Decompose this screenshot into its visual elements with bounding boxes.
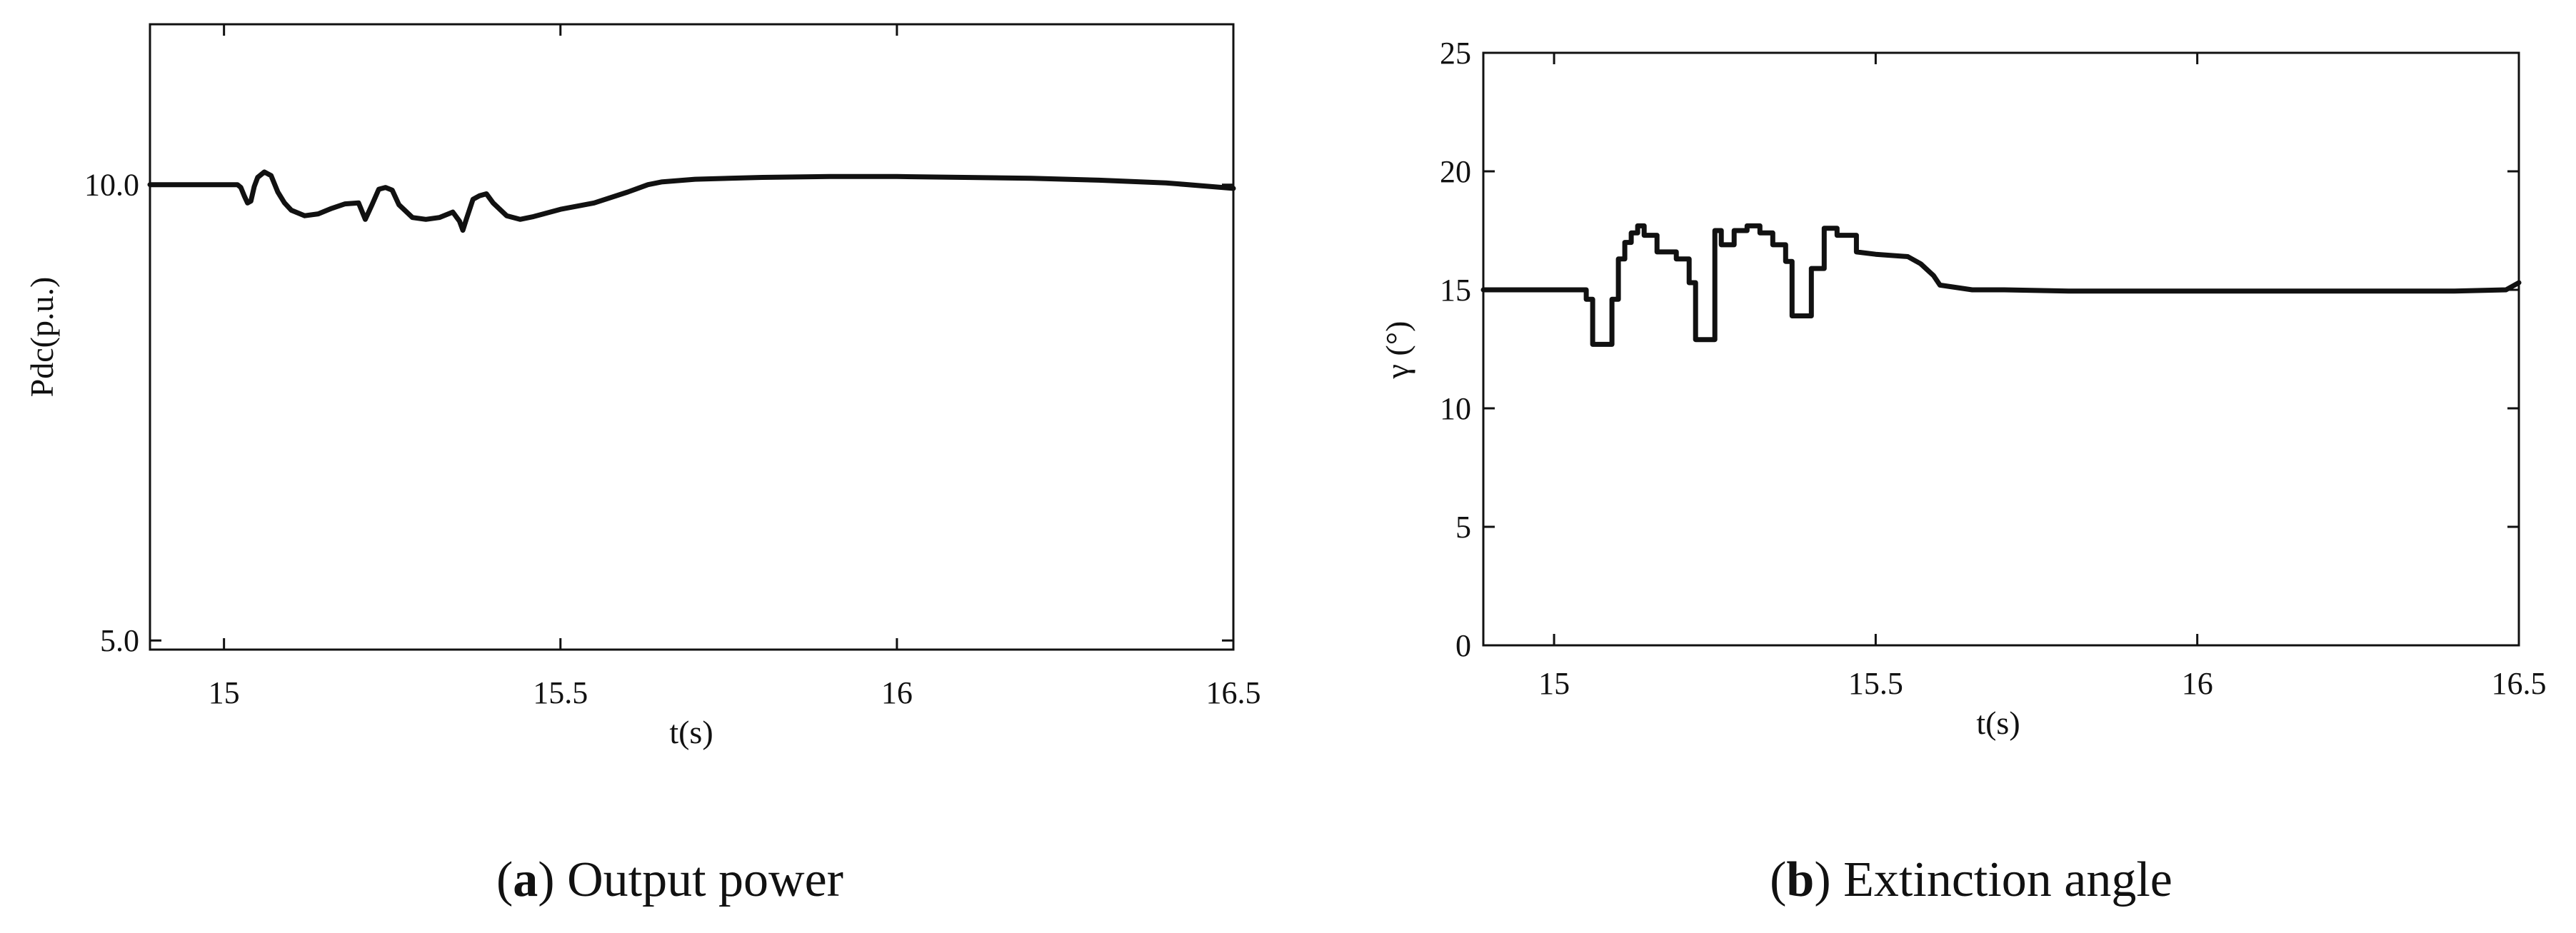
chart-b-x-ticks: 15 15.5 16 16.5 [1538, 53, 2547, 701]
chart-a-y-axis-label: Pdc(p.u.) [24, 277, 60, 398]
chart-a-y-tick-label: 5.0 [100, 623, 139, 658]
chart-b-y-tick-label: 15 [1440, 273, 1471, 308]
chart-b-y-ticks: 0 5 10 15 20 25 [1440, 36, 2519, 663]
chart-b-y-tick-label: 10 [1440, 391, 1471, 426]
chart-a-caption-letter: a [513, 852, 538, 907]
chart-a-series-line [147, 169, 1236, 233]
chart-b: 15 15.5 16 16.5 0 5 10 15 20 25 t(s) γ (°) (b) E… [1379, 36, 2547, 907]
chart-a-x-tick-label: 16 [881, 675, 913, 710]
chart-b-y-tick-label: 5 [1455, 510, 1471, 545]
chart-b-y-axis-label: γ (°) [1379, 321, 1415, 380]
chart-a: 15 15.5 16 16.5 5.0 10.0 t(s) Pdc(p.u.) (a) … [24, 23, 1261, 907]
chart-a-plot-frame [149, 23, 1235, 651]
chart-a-x-ticks: 15 15.5 16 16.5 [209, 24, 1261, 710]
chart-a-y-ticks: 5.0 10.0 [84, 168, 1233, 658]
chart-b-caption-text: Extinction angle [1843, 852, 2172, 907]
chart-a-y-tick-label: 10.0 [84, 168, 139, 203]
chart-a-caption: (a) Output power [496, 852, 843, 907]
chart-b-caption: (b) Extinction angle [1770, 852, 2172, 907]
chart-b-series-line [1480, 223, 2522, 347]
chart-b-x-tick-label: 15 [1538, 666, 1570, 701]
chart-b-plot-frame [1482, 51, 2520, 647]
chart-b-x-axis-label: t(s) [1976, 705, 2020, 741]
chart-b-x-tick-label: 15.5 [1848, 666, 1903, 701]
chart-a-x-axis-label: t(s) [669, 714, 713, 750]
chart-a-x-tick-label: 15.5 [533, 675, 588, 710]
chart-a-caption-text: Output power [567, 852, 843, 907]
chart-b-x-tick-label: 16 [2182, 666, 2213, 701]
chart-b-y-tick-label: 0 [1455, 628, 1471, 663]
chart-a-x-tick-label: 16.5 [1206, 675, 1261, 710]
chart-a-x-tick-label: 15 [209, 675, 240, 710]
chart-b-y-tick-label: 25 [1440, 36, 1471, 71]
chart-b-caption-letter: b [1786, 852, 1814, 907]
chart-b-x-tick-label: 16.5 [2492, 666, 2547, 701]
chart-b-y-tick-label: 20 [1440, 154, 1471, 189]
